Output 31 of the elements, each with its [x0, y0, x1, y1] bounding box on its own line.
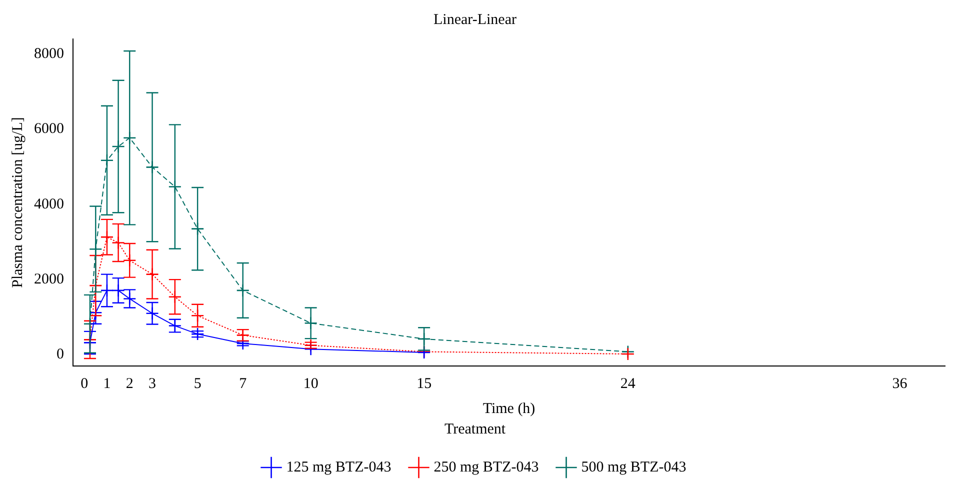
point — [190, 327, 204, 341]
legend-label: 125 mg BTZ-043 — [286, 459, 392, 476]
x-tick-label: 10 — [303, 376, 318, 392]
x-tick-label: 3 — [148, 376, 156, 392]
x-tick-label: 1 — [103, 376, 111, 392]
legend-label: 250 mg BTZ-043 — [434, 459, 539, 476]
x-tick-label: 24 — [620, 376, 636, 392]
y-tick-label: 4000 — [34, 196, 64, 212]
y-tick-label: 0 — [56, 346, 64, 363]
x-tick-label: 7 — [239, 376, 248, 392]
x-tick-label: 15 — [416, 376, 432, 392]
y-tick-label: 6000 — [34, 121, 64, 138]
x-tick-label: 5 — [194, 376, 202, 392]
x-axis-title: Time (h) — [482, 400, 536, 417]
x-tick-label: 0 — [80, 376, 88, 392]
point — [122, 254, 136, 268]
y-tick-label: 8000 — [34, 46, 64, 62]
point — [236, 336, 250, 350]
point — [89, 242, 102, 256]
point — [621, 347, 635, 361]
y-axis-title: Plasma concentration [ug/L] — [10, 117, 26, 288]
legend-label: 500 mg BTZ-043 — [581, 459, 686, 476]
chart-title: Linear-Linear — [434, 12, 516, 28]
x-tick-label: 2 — [126, 376, 134, 392]
legend-title: Treatment — [444, 421, 506, 438]
point — [122, 131, 136, 144]
point — [89, 306, 102, 320]
point — [89, 278, 102, 292]
x-tick-label: 36 — [892, 376, 908, 392]
point — [236, 284, 250, 298]
y-tick-label: 2000 — [34, 271, 64, 288]
